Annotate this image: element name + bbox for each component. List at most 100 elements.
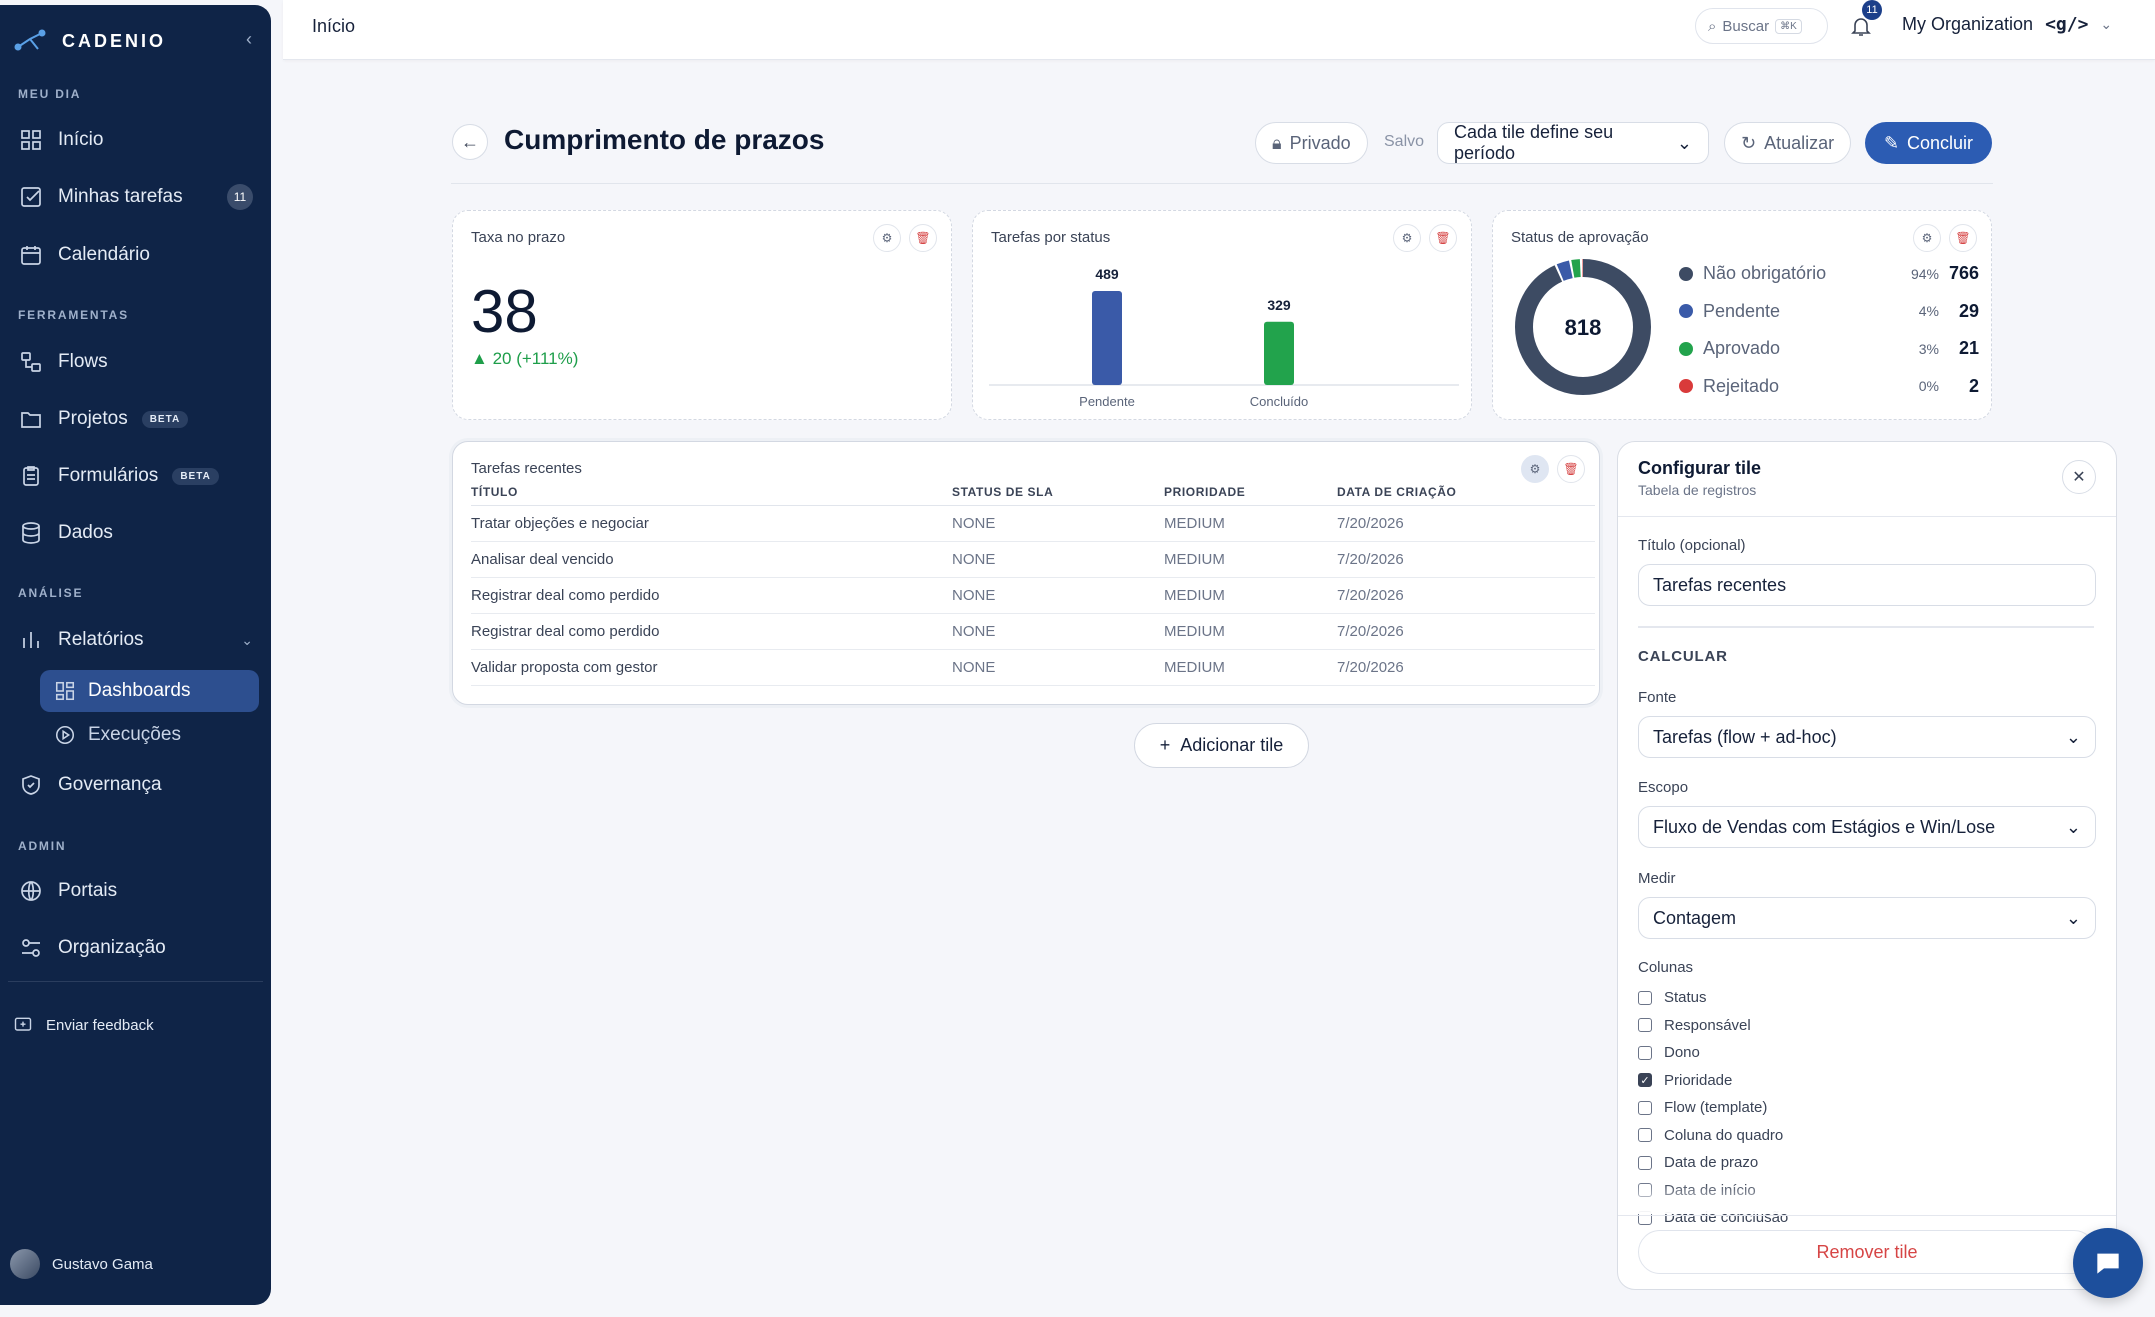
checkbox[interactable] bbox=[1638, 1155, 1652, 1170]
table-row[interactable]: Analisar deal vencido NONE MEDIUM 7/20/2026 bbox=[471, 541, 1595, 578]
table-row[interactable]: Validar proposta com gestor NONE MEDIUM 7/2… bbox=[471, 649, 1595, 686]
tile-delete-icon[interactable]: 🗑︎ bbox=[909, 224, 937, 252]
column-header[interactable]: PRIORIDADE bbox=[1164, 482, 1337, 506]
sidebar-item-formularios[interactable]: Formulários BETA bbox=[18, 455, 253, 497]
sidebar-item-governanca[interactable]: Governança bbox=[18, 764, 253, 806]
saved-status: Salvo bbox=[1384, 133, 1425, 150]
table-cell: Tratar objeções e negociar bbox=[471, 505, 952, 542]
done-button[interactable]: ✎ Concluir bbox=[1865, 122, 1992, 164]
table-row[interactable]: Tratar objeções e negociar NONE MEDIUM 7/20… bbox=[471, 505, 1595, 542]
checkbox[interactable] bbox=[1638, 1100, 1652, 1115]
org-logo: <g/> bbox=[2045, 14, 2089, 35]
tile-settings-icon[interactable]: ⚙︎ bbox=[1913, 224, 1941, 252]
configure-tile-panel: Configurar tile Tabela de registros ✕ Tí… bbox=[1617, 441, 2117, 1290]
checkbox[interactable] bbox=[1638, 1128, 1652, 1143]
sidebar-item-portais[interactable]: Portais bbox=[18, 870, 253, 912]
checkbox[interactable]: ✓ bbox=[1638, 1073, 1652, 1088]
legend-value: 2 bbox=[1968, 375, 1979, 396]
tile-rate[interactable]: Taxa no prazo ⚙︎ 🗑︎ 38 ▲ 20 (+111%) bbox=[452, 210, 952, 420]
privacy-button[interactable]: 🔒︎ Privado bbox=[1255, 122, 1368, 164]
user-profile[interactable]: Gustavo Gama bbox=[10, 1249, 153, 1279]
sidebar-item-organizacao[interactable]: Organização bbox=[18, 927, 253, 969]
remove-tile-button[interactable]: Remover tile bbox=[1638, 1230, 2096, 1274]
bar-value-label: 329 bbox=[1267, 297, 1291, 313]
checkbox-label: Data de prazo bbox=[1664, 1154, 1759, 1172]
chevron-down-icon: ⌄ bbox=[2065, 816, 2081, 837]
collapse-sidebar-icon[interactable]: ‹ bbox=[246, 29, 252, 49]
org-switcher[interactable]: My Organization <g/> ⌄ bbox=[1902, 14, 2112, 35]
tile-status[interactable]: Tarefas por status ⚙︎ 🗑︎ 489 Pendente 329 C… bbox=[972, 210, 1472, 420]
checkbox[interactable] bbox=[1638, 990, 1652, 1005]
column-header[interactable]: STATUS DE SLA bbox=[952, 482, 1164, 506]
lock-icon: 🔒︎ bbox=[1272, 132, 1282, 153]
close-icon[interactable]: ✕ bbox=[2062, 460, 2096, 494]
column-checkbox-row[interactable]: Flow (template) bbox=[1638, 1094, 1788, 1122]
sidebar-item-flows[interactable]: Flows bbox=[18, 341, 253, 383]
brand[interactable]: CADENIO bbox=[12, 25, 166, 57]
sidebar-divider bbox=[8, 981, 263, 982]
column-header[interactable]: TÍTULO bbox=[471, 482, 952, 506]
folder-icon bbox=[18, 406, 44, 432]
column-checkbox-row[interactable]: Data de prazo bbox=[1638, 1149, 1788, 1177]
back-button[interactable]: ← bbox=[452, 124, 488, 160]
sidebar-item-feedback[interactable]: Enviar feedback bbox=[10, 1004, 253, 1046]
breadcrumb[interactable]: Início bbox=[312, 16, 356, 36]
category-label: Pendente bbox=[1079, 394, 1135, 409]
sidebar-item-inicio[interactable]: Início bbox=[18, 119, 253, 161]
arrow-up-icon: ▲ bbox=[471, 349, 488, 368]
refresh-button[interactable]: ↻ Atualizar bbox=[1724, 122, 1852, 164]
database-icon bbox=[18, 520, 44, 546]
sidebar-item-dashboards[interactable]: Dashboards bbox=[40, 670, 259, 712]
search-label: Buscar bbox=[1722, 17, 1770, 35]
measure-select[interactable]: Contagem ⌄ bbox=[1638, 897, 2096, 939]
bar-2[interactable] bbox=[1264, 321, 1294, 385]
chat-support-button[interactable] bbox=[2073, 1228, 2143, 1298]
sidebar-item-calendario[interactable]: Calendário bbox=[18, 234, 253, 276]
tile-delete-icon[interactable]: 🗑︎ bbox=[1949, 224, 1977, 252]
source-select[interactable]: Tarefas (flow + ad-hoc) ⌄ bbox=[1638, 716, 2096, 758]
sidebar-item-dados[interactable]: Dados bbox=[18, 512, 253, 554]
legend-value: 766 bbox=[1948, 263, 1979, 284]
column-checkbox-row[interactable]: Responsável bbox=[1638, 1012, 1788, 1040]
period-select[interactable]: Cada tile define seu período ⌄ bbox=[1437, 122, 1709, 164]
sidebar-item-minhas-tarefas[interactable]: Minhas tarefas 11 bbox=[18, 176, 253, 218]
search-button[interactable]: ⌕ Buscar ⌘K bbox=[1695, 8, 1828, 44]
sidebar-item-projetos[interactable]: Projetos BETA bbox=[18, 398, 253, 440]
column-checkbox-row[interactable]: Dono bbox=[1638, 1039, 1788, 1067]
panel-footer-divider bbox=[1618, 1215, 2116, 1216]
tile-settings-icon[interactable]: ⚙︎ bbox=[1393, 224, 1421, 252]
legend-dot bbox=[1679, 379, 1693, 394]
scope-select[interactable]: Fluxo de Vendas com Estágios e Win/Lose … bbox=[1638, 806, 2096, 848]
column-checkbox-row[interactable]: Coluna do quadro bbox=[1638, 1122, 1788, 1150]
title-field[interactable]: Tarefas recentes bbox=[1638, 564, 2096, 606]
sidebar-item-label: Dados bbox=[58, 522, 113, 543]
chat-icon bbox=[2097, 1253, 2119, 1274]
tile-settings-icon[interactable]: ⚙︎ bbox=[1521, 455, 1549, 483]
cadenio-logo-icon bbox=[14, 29, 46, 51]
sidebar-item-relatorios[interactable]: Relatórios ⌄ bbox=[18, 619, 253, 661]
tile-delete-icon[interactable]: 🗑︎ bbox=[1429, 224, 1457, 252]
checkbox[interactable] bbox=[1638, 1018, 1652, 1033]
tile-settings-icon[interactable]: ⚙︎ bbox=[873, 224, 901, 252]
bar-1[interactable] bbox=[1092, 291, 1122, 385]
column-header[interactable]: DATA DE CRIAÇÃO bbox=[1337, 482, 1595, 506]
tile-recent-tasks[interactable]: Tarefas recentes ⚙︎ 🗑︎ TÍTULO STATUS DE … bbox=[452, 441, 1600, 705]
avatar bbox=[10, 1249, 40, 1279]
sliders-icon bbox=[18, 935, 44, 961]
tile-approval[interactable]: Status de aprovação ⚙︎ 🗑︎ 818 Não obriga… bbox=[1492, 210, 1992, 420]
tile-delete-icon[interactable]: 🗑︎ bbox=[1557, 455, 1585, 483]
sidebar-item-execucoes[interactable]: Execuções bbox=[40, 714, 259, 756]
table-row[interactable]: Registrar deal como perdido NONE MEDIUM 7/2… bbox=[471, 613, 1595, 650]
column-checkbox-row[interactable]: ✓ Prioridade bbox=[1638, 1067, 1788, 1095]
checkbox[interactable] bbox=[1638, 1045, 1652, 1060]
grid-icon bbox=[18, 127, 44, 153]
play-circle-icon bbox=[55, 725, 75, 745]
column-checkbox-row[interactable]: Status bbox=[1638, 984, 1788, 1012]
table-cell: 7/20/2026 bbox=[1337, 505, 1595, 542]
donut-slice-4[interactable] bbox=[1515, 259, 1651, 395]
table-cell: Analisar deal vencido bbox=[471, 541, 952, 578]
section-label-admin: ADMIN bbox=[18, 839, 67, 853]
add-tile-button[interactable]: + Adicionar tile bbox=[1134, 723, 1309, 768]
table-row[interactable]: Registrar deal como perdido NONE MEDIUM 7/2… bbox=[471, 577, 1595, 614]
bell-icon[interactable] bbox=[1849, 14, 1873, 38]
